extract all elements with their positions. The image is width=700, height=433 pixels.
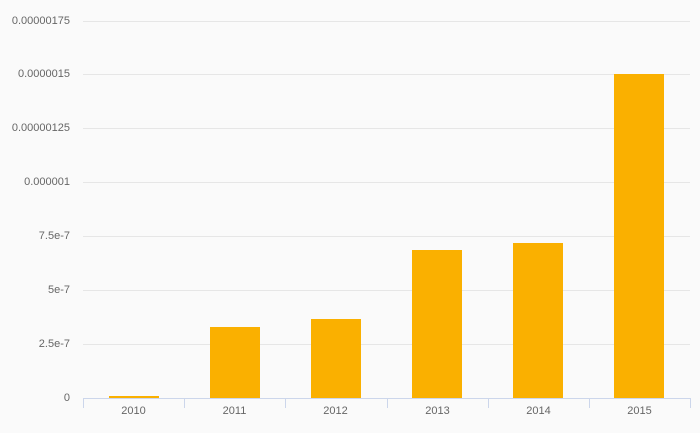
x-axis-tick	[83, 398, 84, 408]
y-axis-label: 7.5e-7	[38, 230, 70, 242]
x-axis-label: 2013	[425, 405, 450, 417]
gridline	[83, 128, 690, 129]
bar	[311, 319, 361, 398]
bar	[210, 327, 260, 398]
x-axis-label: 2010	[121, 405, 146, 417]
bar	[109, 396, 159, 398]
bar	[614, 74, 664, 398]
gridline	[83, 236, 690, 237]
y-axis-label: 0	[63, 392, 70, 404]
y-axis-label: 5e-7	[47, 284, 70, 296]
x-axis-label: 2012	[323, 405, 348, 417]
gridline	[83, 74, 690, 75]
gridline	[83, 344, 690, 345]
y-axis-label: 2.5e-7	[38, 338, 70, 350]
y-axis-label: 0.000001	[24, 176, 70, 188]
bar	[412, 250, 462, 398]
x-axis-tick	[488, 398, 489, 408]
x-axis-tick	[589, 398, 590, 408]
x-axis-label: 2011	[222, 405, 247, 417]
y-axis-label: 0.00000125	[11, 122, 70, 134]
gridline	[83, 290, 690, 291]
x-axis-tick	[285, 398, 286, 408]
x-axis-tick	[184, 398, 185, 408]
y-axis-label: 0.0000015	[18, 68, 70, 80]
gridline	[83, 21, 690, 22]
bar	[513, 243, 563, 398]
y-axis-label: 0.00000175	[11, 15, 70, 27]
x-axis-label: 2014	[526, 405, 551, 417]
x-axis-line	[83, 398, 690, 399]
gridline	[83, 182, 690, 183]
x-axis-tick	[690, 398, 691, 408]
x-axis-tick	[387, 398, 388, 408]
x-axis-label: 2015	[627, 405, 652, 417]
